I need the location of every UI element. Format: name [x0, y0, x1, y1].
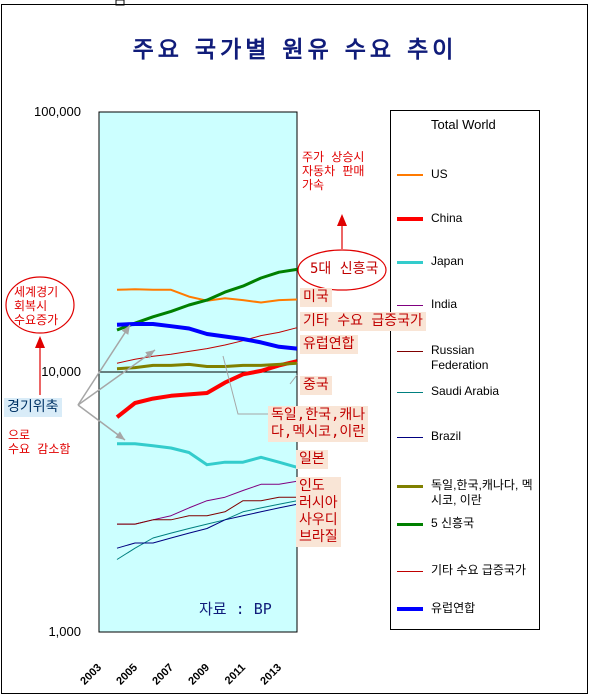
series-line-10	[116, 322, 298, 351]
y-tick-label: 1,000	[48, 624, 81, 639]
legend: Total World US China Japan India Russian Fed…	[390, 110, 540, 630]
chart-title: 주요 국가별 원유 수요 추이	[132, 36, 458, 63]
pointer-line-recession-1	[77, 349, 156, 406]
series-line-5	[116, 500, 298, 560]
y-tick-label: 10,000	[41, 364, 81, 379]
legend-label: China	[431, 211, 463, 225]
series-line-1	[115, 359, 298, 419]
legend-swatch	[397, 217, 423, 221]
legend-label: 독일,한국,캐나다, 멕시코, 이란	[431, 478, 533, 507]
arrow-head-recovery	[35, 336, 45, 348]
pointer-head-recession-0	[121, 325, 130, 335]
callout-small-group: 인도 러시아 사우디 브라질	[296, 477, 341, 547]
x-tick-label: 2003	[78, 662, 104, 688]
legend-label: 5 신흥국	[431, 516, 475, 530]
legend-label: India	[431, 297, 458, 311]
source-label: 자료 : BP	[199, 600, 272, 618]
legend-swatch	[397, 607, 423, 611]
callout-usa: 미국	[300, 288, 332, 307]
legend-swatch	[397, 436, 423, 438]
legend-label: US	[431, 167, 448, 181]
legend-swatch	[397, 350, 423, 352]
emerging-highlight-ellipse	[297, 249, 387, 291]
legend-swatch	[397, 260, 423, 264]
callout-5-emerging: 5대 신흥국	[310, 261, 379, 277]
pointer-head-recession-1	[145, 350, 155, 359]
x-tick-label: 2009	[186, 662, 212, 688]
note-recovery: 세계경기 회복시 수요증가	[14, 285, 59, 327]
series-line-9	[116, 327, 298, 364]
x-tick-label: 2005	[114, 662, 140, 688]
legend-swatch	[397, 484, 423, 488]
note-demand-decline: 으로 수요 감소함	[8, 428, 71, 456]
y-tick-label: 100,000	[34, 104, 81, 119]
arrow-head-top	[337, 214, 347, 226]
callout-country-group: 독일,한국,캐나 다,멕시코,이란	[268, 406, 369, 442]
legend-label: Japan	[431, 254, 464, 268]
pointer-line-recession-2	[77, 404, 126, 441]
pointer-line-recession-0	[77, 324, 131, 406]
recovery-ellipse	[5, 276, 75, 334]
legend-swatch	[397, 304, 423, 306]
pointer-line-group	[222, 355, 268, 415]
legend-label: Russian Federation	[431, 343, 489, 372]
note-stock-rise: 주가 상승시 자동차 판매 가속	[302, 150, 365, 192]
x-tick-label: 2011	[223, 662, 248, 687]
callout-china: 중국	[300, 376, 332, 395]
callout-other-growth: 기타 수요 급증국가	[300, 312, 426, 331]
legend-label: 기타 수요 급증국가	[431, 563, 526, 577]
callout-recession: 경기위축	[4, 398, 62, 417]
legend-title: Total World	[431, 117, 496, 132]
legend-label: 유럽연합	[431, 601, 476, 615]
series-line-6	[116, 503, 298, 549]
x-tick-label: 2013	[258, 662, 284, 688]
legend-label: Brazil	[431, 429, 462, 443]
series-line-2	[117, 442, 298, 469]
legend-swatch	[397, 391, 423, 393]
legend-swatch	[397, 522, 423, 526]
callout-eu: 유럽연합	[300, 335, 358, 354]
legend-swatch	[397, 570, 423, 572]
legend-label: Saudi Arabia	[431, 384, 500, 398]
series-line-7	[116, 361, 298, 371]
legend-swatch	[397, 174, 423, 176]
callout-japan: 일본	[296, 450, 328, 469]
series-line-8	[116, 267, 298, 332]
x-tick-label: 2007	[150, 662, 176, 688]
top-marker	[115, 0, 125, 6]
series-line-4	[117, 496, 297, 525]
pointer-head-recession-2	[115, 431, 125, 440]
pointer-line-china	[289, 374, 298, 385]
